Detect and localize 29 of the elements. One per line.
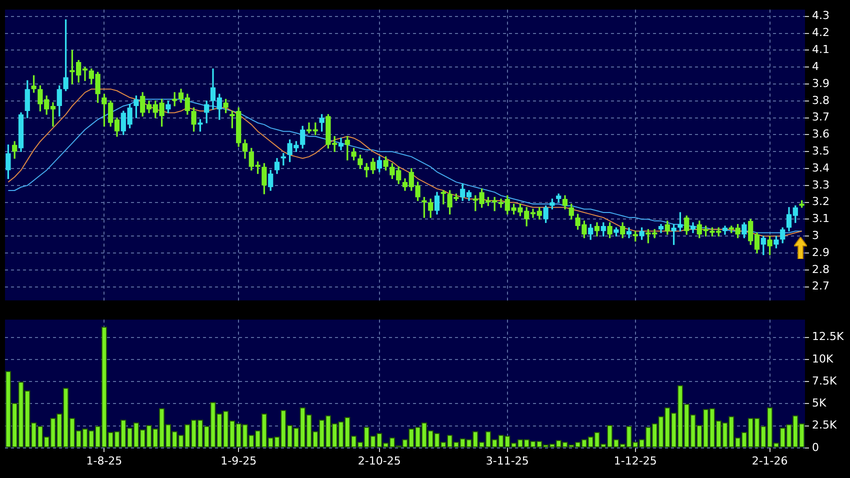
y-tick-label: 3.8 [812,94,830,107]
y-tick-label: 2.8 [812,262,830,276]
y-tick-label: 3.3 [812,178,830,192]
x-tick-label: 1-8-25 [86,454,122,468]
y-tick-label: 4.1 [812,43,830,56]
y-tick-label: 2.7 [812,280,830,293]
y-tick-label: 3.4 [812,161,830,174]
x-tick-label: 3-11-25 [486,454,529,468]
y-tick-label: 3.6 [812,128,830,141]
y-tick-label: 7.5K [812,374,838,388]
y-tick-label: 3.2 [812,195,830,208]
y-tick-label: 10K [812,352,834,366]
y-tick-label: 0 [812,440,819,454]
y-tick-label: 3.5 [812,144,830,158]
y-tick-label: 3.9 [812,76,830,90]
y-tick-label: 4.2 [812,26,830,40]
x-tick-label: 1-12-25 [614,454,657,468]
y-tick-label: 4.3 [812,9,830,22]
x-tick-label: 1-9-25 [220,454,257,468]
y-tick-label: 2.5K [812,418,838,432]
y-tick-label: 2.9 [812,246,830,259]
y-tick-label: 5K [812,396,827,410]
y-tick-label: 12.5K [812,330,844,344]
x-tick-label: 2-10-25 [358,454,401,468]
y-tick-label: 3.1 [812,212,830,226]
y-tick-label: 4 [812,60,819,73]
y-tick-label: 3 [812,229,819,242]
x-tick-label: 2-1-26 [752,454,788,468]
y-tick-label: 3.7 [812,110,830,124]
